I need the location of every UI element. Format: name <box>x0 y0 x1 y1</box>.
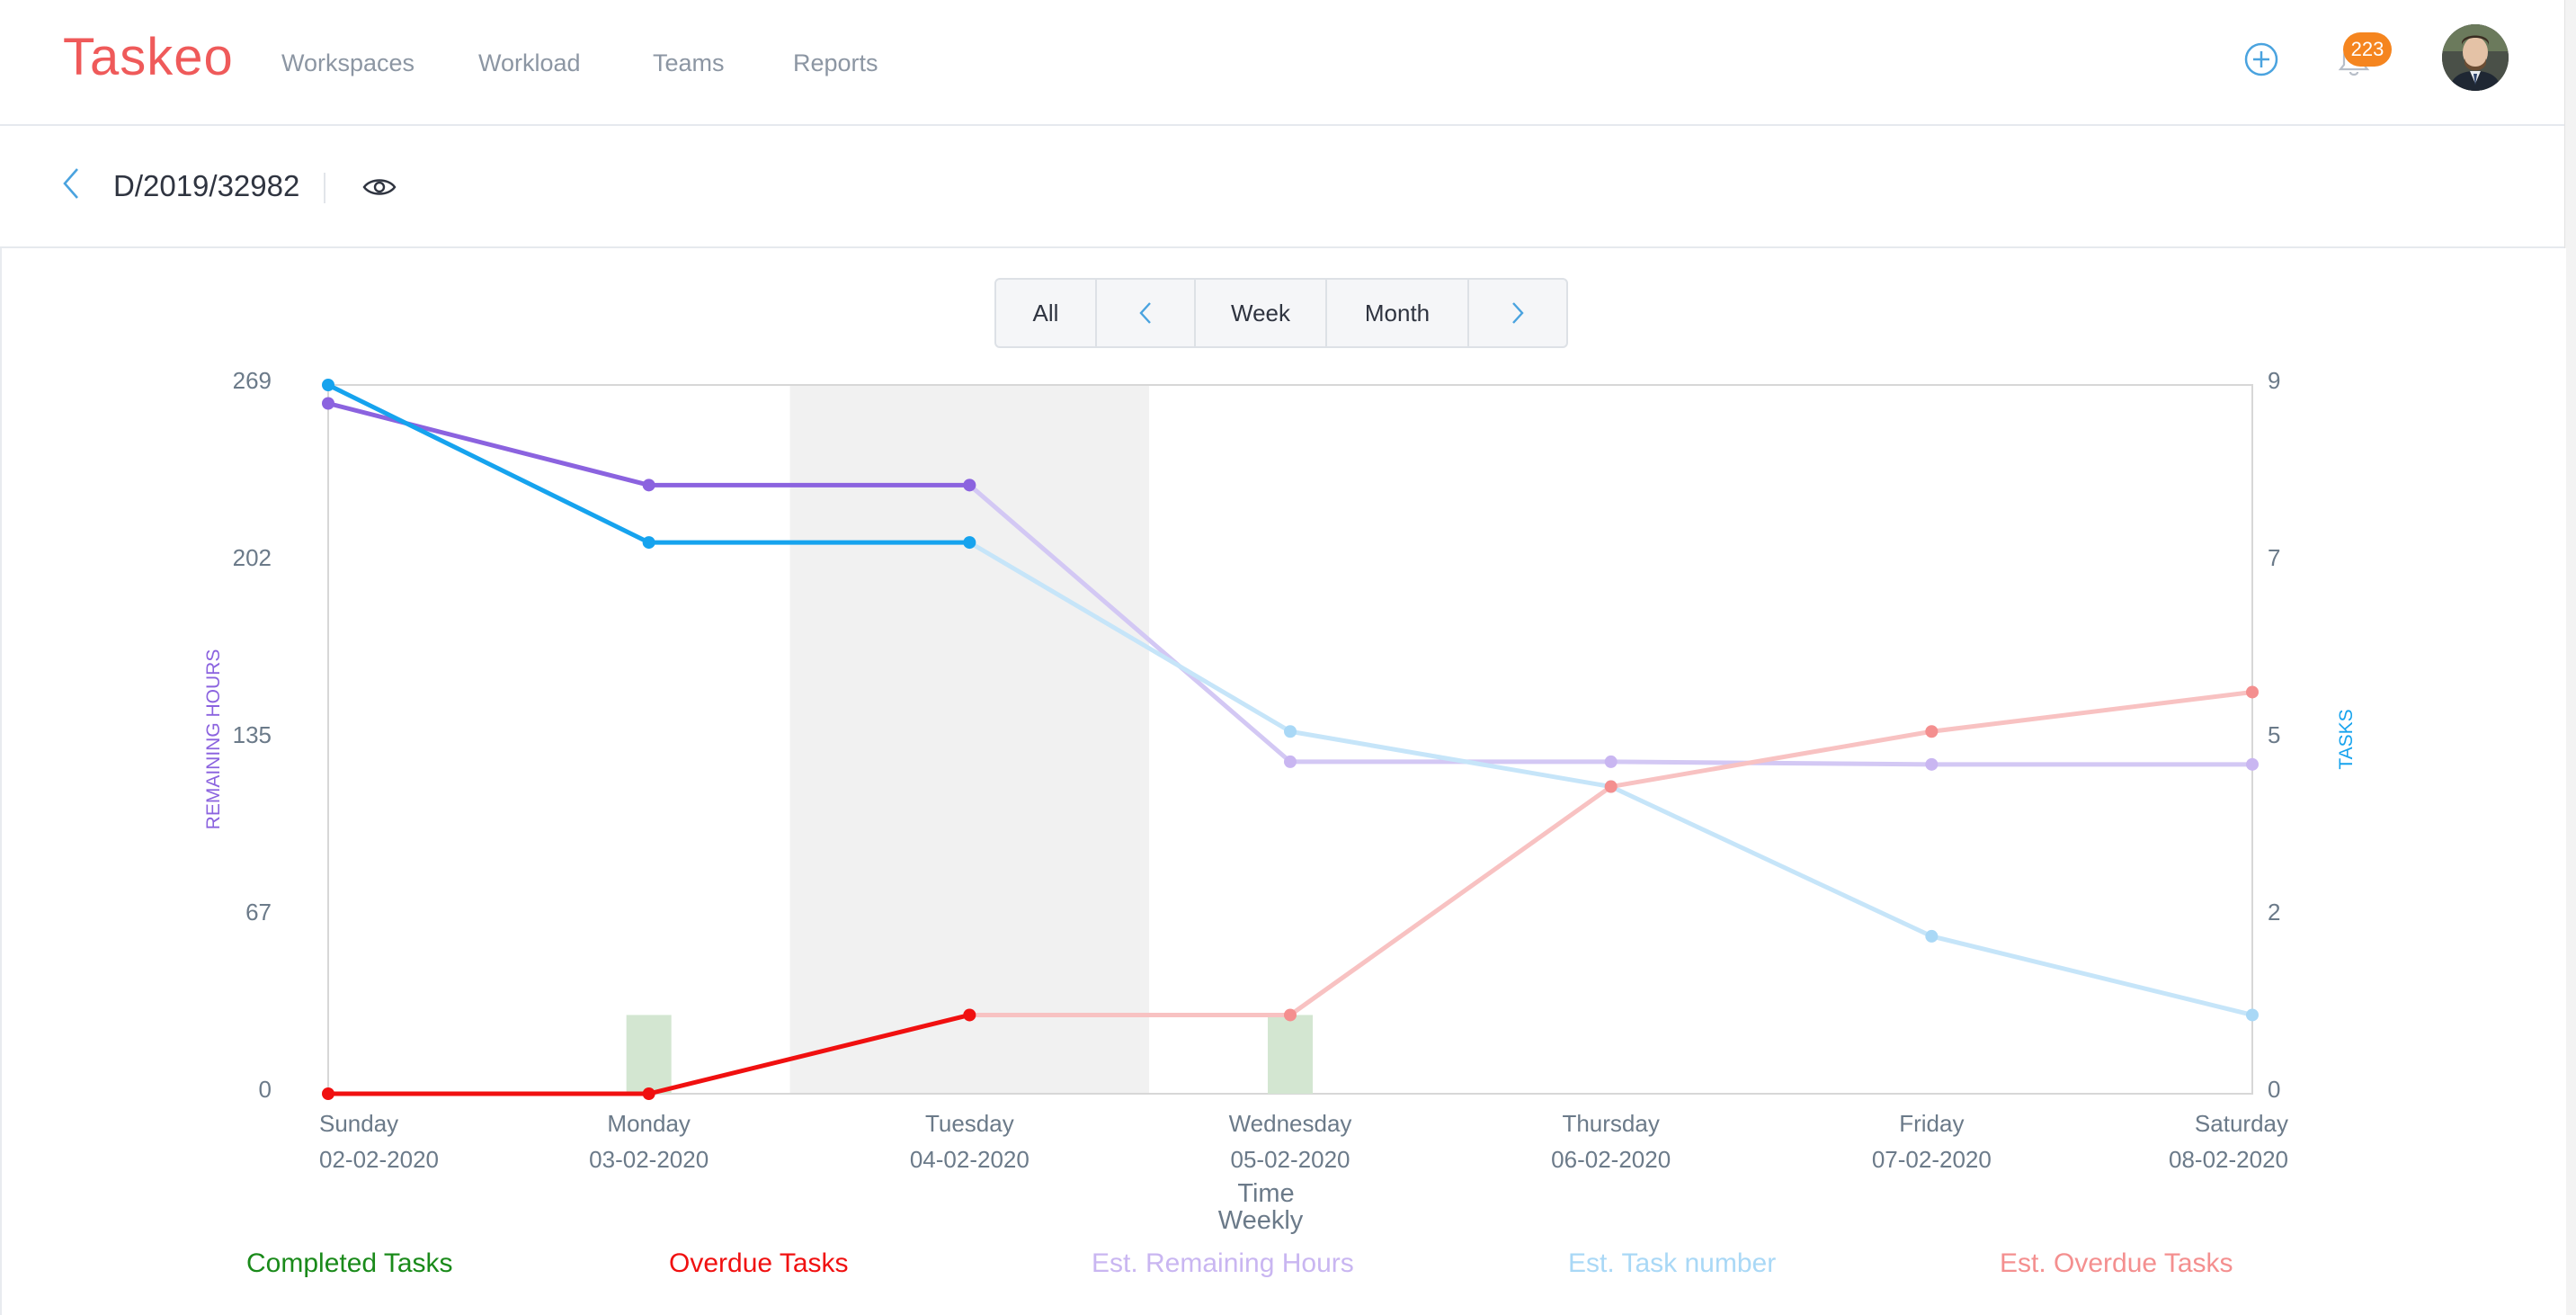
x-tick-date-label: 05-02-2020 <box>1231 1146 1350 1173</box>
x-tick-date-label: 02-02-2020 <box>319 1146 439 1173</box>
overdue-tasks-point <box>322 1087 334 1100</box>
y-right-tick-label: 5 <box>2268 721 2280 748</box>
burndown-chart: 269 202 135 67 0 9 7 5 2 0 REMAINING HOURS TASKS Sun… <box>203 367 2357 1235</box>
est-remaining-hours-line <box>967 483 2252 767</box>
x-tick-date-label: 03-02-2020 <box>589 1146 709 1173</box>
nav-workspaces[interactable]: Workspaces <box>281 49 415 76</box>
x-axis-title: Time <box>1237 1179 1294 1208</box>
est-remaining-hours-point <box>1925 757 1939 771</box>
x-tick-day-label: Friday <box>1899 1110 1964 1137</box>
task-number-point <box>963 536 976 550</box>
est-task-number-point <box>1925 929 1939 943</box>
nav-reports[interactable]: Reports <box>793 49 878 76</box>
x-tick-day-label: Monday <box>607 1110 691 1137</box>
x-tick-date-label: 07-02-2020 <box>1872 1146 1992 1173</box>
record-header: D/2019/32982 <box>0 126 2564 248</box>
legend-overdue-tasks[interactable]: Overdue Tasks <box>669 1248 849 1278</box>
overdue-tasks-point <box>642 1087 655 1100</box>
est-task-number-point <box>2246 1008 2259 1022</box>
y-left-axis-title: REMAINING HOURS <box>203 649 224 830</box>
x-tick-date-label: 08-02-2020 <box>2169 1146 2288 1173</box>
x-tick-date-label: 06-02-2020 <box>1551 1146 1671 1173</box>
y-left-tick-label: 67 <box>245 899 272 926</box>
range-week-button[interactable]: Week <box>1196 280 1327 346</box>
record-id-title: D/2019/32982 <box>113 169 300 202</box>
legend-completed-tasks[interactable]: Completed Tasks <box>246 1248 453 1278</box>
completed-task-bar <box>1268 1015 1313 1094</box>
completed-task-bar <box>626 1015 672 1094</box>
y-right-tick-label: 0 <box>2268 1076 2280 1103</box>
y-right-tick-label: 9 <box>2268 367 2280 394</box>
y-left-tick-label: 135 <box>233 721 272 748</box>
legend-est-remaining-hours[interactable]: Est. Remaining Hours <box>1092 1248 1354 1278</box>
nav-teams[interactable]: Teams <box>653 49 725 76</box>
eye-icon[interactable] <box>361 174 397 201</box>
add-circle-icon[interactable] <box>2244 42 2278 76</box>
est-overdue-tasks-point <box>1925 725 1939 738</box>
x-tick-day-label: Wednesday <box>1229 1110 1352 1137</box>
est-task-number-point <box>1284 725 1297 738</box>
x-tick-day-label: Saturday <box>2195 1110 2288 1137</box>
x-tick-date-label: 04-02-2020 <box>910 1146 1030 1173</box>
est-remaining-hours-point <box>2246 757 2259 771</box>
est-remaining-hours-point <box>1604 755 1618 768</box>
task-number-point <box>642 536 655 550</box>
est-task-number-line <box>968 540 2253 1017</box>
est-overdue-tasks-point <box>2246 685 2259 699</box>
chevron-left-icon <box>1139 302 1151 324</box>
y-left-tick-label: 0 <box>259 1076 272 1103</box>
est-overdue-tasks-point <box>1604 780 1618 793</box>
remaining-hours-point <box>963 479 976 492</box>
x-tick-day-label: Tuesday <box>925 1110 1014 1137</box>
overdue-tasks-point <box>963 1008 976 1022</box>
est-overdue-tasks-point <box>1284 1008 1297 1022</box>
x-axis-subtitle: Weekly <box>1218 1206 1304 1235</box>
user-avatar[interactable] <box>2442 24 2509 91</box>
time-range-control: All Week Month <box>994 278 1568 348</box>
y-left-tick-label: 269 <box>233 367 272 394</box>
divider <box>324 173 325 203</box>
legend-est-overdue-tasks[interactable]: Est. Overdue Tasks <box>2000 1248 2233 1278</box>
top-navbar: Taskeo Workspaces Workload Teams Reports… <box>0 0 2576 126</box>
chevron-left-icon[interactable] <box>58 164 83 203</box>
x-tick-day-label: Sunday <box>319 1110 398 1137</box>
range-all-button[interactable]: All <box>996 280 1097 346</box>
taskeo-logo[interactable]: Taskeo <box>63 28 234 86</box>
legend-est-task-number[interactable]: Est. Task number <box>1568 1248 1777 1278</box>
task-number-point <box>322 379 334 391</box>
est-remaining-hours-point <box>1284 755 1297 768</box>
range-prev-button[interactable] <box>1097 280 1196 346</box>
current-day-highlight <box>789 385 1150 1094</box>
remaining-hours-point <box>642 479 655 492</box>
remaining-hours-point <box>322 397 334 410</box>
y-left-tick-label: 202 <box>233 544 272 571</box>
notification-badge: 223 <box>2343 32 2392 67</box>
x-tick-day-label: Thursday <box>1562 1110 1659 1137</box>
nav-workload[interactable]: Workload <box>478 49 581 76</box>
chevron-right-icon <box>1512 302 1524 324</box>
y-right-axis-title: TASKS <box>2336 709 2357 769</box>
range-month-button[interactable]: Month <box>1327 280 1469 346</box>
plot-frame <box>327 384 2253 1095</box>
y-right-tick-label: 7 <box>2268 544 2280 571</box>
y-right-tick-label: 2 <box>2268 899 2280 926</box>
range-next-button[interactable] <box>1469 280 1566 346</box>
chart-card <box>0 248 2566 1315</box>
